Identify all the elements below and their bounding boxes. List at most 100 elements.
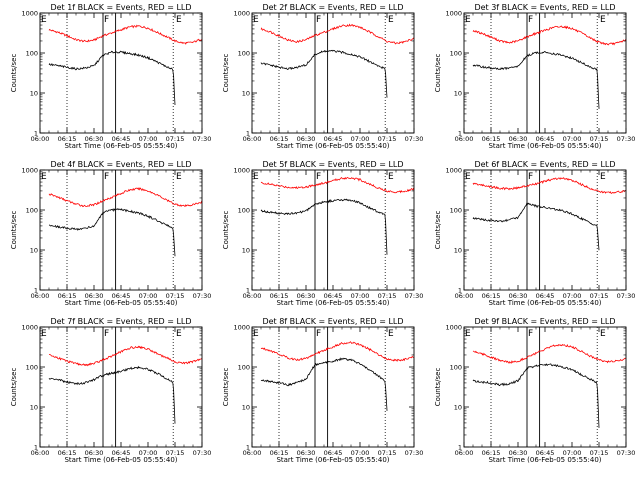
y-tick-label: 1000	[445, 167, 462, 175]
x-tick-label: 06:15	[270, 135, 289, 143]
y-tick-label: 10	[454, 404, 462, 412]
y-tick-label: 1000	[233, 167, 250, 175]
plot-frame	[463, 326, 627, 448]
plot-frame	[39, 326, 203, 448]
x-tick-label: 07:30	[617, 449, 636, 457]
x-tick-label: 06:15	[482, 135, 501, 143]
events-series-line	[472, 363, 600, 428]
marker-label: E	[253, 172, 259, 182]
x-tick-label: 06:15	[58, 135, 77, 143]
x-axis-label: Start Time (06-Feb-05 05:55:40)	[64, 299, 177, 307]
x-tick-label: 06:45	[324, 135, 343, 143]
x-tick-label: 07:00	[351, 449, 370, 457]
marker-label: E	[41, 172, 47, 182]
y-tick-label: 1	[246, 130, 250, 138]
x-tick-label: 07:00	[139, 135, 158, 143]
panel-title: Det 1f BLACK = Events, RED = LLD	[50, 3, 191, 12]
chart-panel-9: Det 9f BLACK = Events, RED = LLD 1 10 100 10…	[434, 317, 635, 464]
x-axis-label: Start Time (06-Feb-05 05:55:40)	[488, 456, 601, 464]
y-tick-label: 1000	[233, 324, 250, 332]
x-tick-label: 06:45	[324, 449, 343, 457]
panel-title: Det 5f BLACK = Events, RED = LLD	[262, 160, 403, 169]
marker-label: E	[388, 329, 394, 339]
x-tick-label: 06:00	[243, 292, 262, 300]
y-tick-label: 10	[30, 90, 38, 98]
chart-panel-2: Det 2f BLACK = Events, RED = LLD 1 10 100 10…	[222, 3, 423, 150]
x-tick-label: 06:00	[31, 292, 50, 300]
lld-series-line	[472, 343, 626, 364]
x-tick-label: 06:30	[297, 292, 316, 300]
x-tick-label: 07:30	[405, 292, 424, 300]
lld-series-line	[48, 345, 203, 367]
panel-title: Det 3f BLACK = Events, RED = LLD	[474, 3, 615, 12]
marker-label: E	[176, 172, 182, 182]
marker-label: E	[41, 329, 47, 339]
marker-label: E	[600, 329, 606, 339]
y-tick-label: 100	[238, 364, 250, 372]
y-tick-label: 1	[34, 287, 38, 295]
x-tick-label: 06:15	[482, 292, 501, 300]
y-tick-label: 10	[242, 247, 250, 255]
y-tick-label: 1000	[445, 324, 462, 332]
y-tick-label: 1	[458, 130, 462, 138]
x-tick-label: 07:15	[166, 449, 185, 457]
y-tick-label: 10	[30, 404, 38, 412]
y-tick-label: 1	[246, 444, 250, 452]
chart-panel-3: Det 3f BLACK = Events, RED = LLD 1 10 100 10…	[434, 3, 635, 150]
marker-label: F	[316, 172, 321, 182]
y-tick-label: 100	[26, 50, 38, 58]
x-axis-label: Start Time (06-Feb-05 05:55:40)	[276, 456, 389, 464]
x-tick-label: 06:30	[85, 449, 104, 457]
marker-label: E	[253, 329, 259, 339]
x-tick-label: 07:00	[563, 292, 582, 300]
plot-frame	[39, 12, 203, 134]
marker-label: E	[600, 172, 606, 182]
y-tick-label: 100	[26, 207, 38, 215]
x-axis-label: Start Time (06-Feb-05 05:55:40)	[276, 142, 389, 150]
x-tick-label: 06:45	[112, 292, 131, 300]
x-tick-label: 07:00	[351, 135, 370, 143]
x-tick-label: 06:00	[243, 449, 262, 457]
lld-series-line	[472, 25, 627, 46]
plot-frame	[251, 12, 415, 134]
marker-label: F	[316, 15, 321, 25]
panel-title: Det 2f BLACK = Events, RED = LLD	[262, 3, 403, 12]
x-tick-label: 07:30	[193, 292, 212, 300]
plot-frame	[463, 12, 627, 134]
x-tick-label: 07:30	[405, 449, 424, 457]
marker-label: E	[465, 329, 471, 339]
lld-series-line	[260, 23, 415, 45]
x-tick-label: 07:15	[590, 292, 609, 300]
y-tick-label: 1	[458, 287, 462, 295]
x-axis-label: Start Time (06-Feb-05 05:55:40)	[64, 456, 177, 464]
events-series-line	[260, 198, 388, 255]
chart-panel-1: Det 1f BLACK = Events, RED = LLD 1 10 100 10…	[10, 3, 211, 150]
y-tick-label: 10	[242, 90, 250, 98]
x-tick-label: 06:00	[455, 135, 474, 143]
x-tick-label: 07:00	[351, 292, 370, 300]
x-tick-label: 06:45	[112, 449, 131, 457]
y-tick-label: 100	[238, 50, 250, 58]
x-tick-label: 07:30	[193, 135, 212, 143]
x-tick-label: 06:15	[58, 449, 77, 457]
chart-panel-4: Det 4f BLACK = Events, RED = LLD 1 10 100 10…	[10, 160, 211, 307]
chart-panel-8: Det 8f BLACK = Events, RED = LLD 1 10 100 10…	[222, 317, 423, 464]
x-tick-label: 06:30	[509, 449, 528, 457]
x-tick-label: 06:00	[243, 135, 262, 143]
y-axis-label: Counts/sec	[222, 211, 230, 250]
plot-frame	[39, 169, 203, 291]
marker-label: E	[600, 15, 606, 25]
y-axis-label: Counts/sec	[10, 211, 18, 250]
y-tick-label: 10	[242, 404, 250, 412]
marker-label: E	[465, 15, 471, 25]
x-tick-label: 06:00	[31, 135, 50, 143]
x-tick-label: 07:15	[378, 449, 397, 457]
x-tick-label: 07:00	[563, 449, 582, 457]
x-tick-label: 06:45	[324, 292, 343, 300]
y-axis-label: Counts/sec	[222, 368, 230, 407]
marker-label: E	[388, 172, 394, 182]
x-tick-label: 07:30	[617, 135, 636, 143]
lld-series-line	[472, 177, 627, 195]
x-tick-label: 06:00	[455, 292, 474, 300]
